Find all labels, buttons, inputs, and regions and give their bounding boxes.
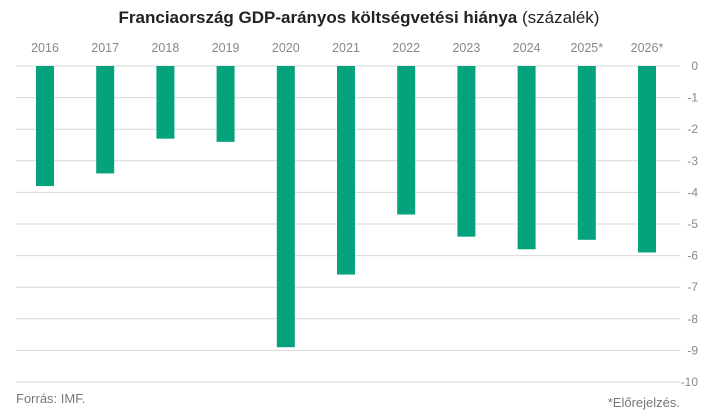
bar-2022: [397, 66, 416, 215]
y-tick-label: -8: [687, 312, 698, 326]
y-tick-label: -5: [687, 217, 698, 231]
x-tick-label: 2019: [212, 41, 240, 55]
x-tick-label: 2016: [31, 41, 59, 55]
chart-title-main: Franciaország GDP-arányos költségvetési …: [118, 8, 518, 27]
bar-2020: [276, 66, 295, 348]
chart-title-unit: (százalék): [521, 8, 600, 27]
bar-2021: [337, 66, 355, 275]
y-tick-label: -7: [687, 280, 698, 294]
x-tick-label: 2025*: [570, 41, 603, 55]
x-tick-label: 2022: [392, 41, 420, 55]
y-tick-label: -4: [687, 185, 698, 199]
x-tick-label: 2024: [513, 41, 541, 55]
bar-2025-forecast: [577, 66, 596, 240]
x-tick-label: 2023: [452, 41, 480, 55]
x-tick-label: 2026*: [631, 41, 664, 55]
bar-2024: [517, 66, 536, 250]
bar-2018: [156, 66, 175, 139]
bar-2026-forecast: [638, 66, 656, 253]
y-tick-label: -6: [687, 249, 698, 263]
y-tick-label: -10: [681, 375, 699, 389]
x-tick-label: 2018: [151, 41, 179, 55]
x-tick-label: 2020: [272, 41, 300, 55]
y-tick-label: -1: [687, 91, 698, 105]
bar-2017: [96, 66, 115, 174]
forecast-note: *Előrejelzés.: [607, 395, 680, 410]
y-tick-label: -2: [687, 122, 698, 136]
y-tick-label: 0: [691, 59, 698, 73]
x-tick-label: 2021: [332, 41, 360, 55]
y-tick-label: -3: [687, 154, 698, 168]
chart-title: Franciaország GDP-arányos költségvetési …: [0, 8, 718, 28]
bar-2016: [36, 66, 54, 187]
bar-2019: [216, 66, 235, 142]
bar-2023: [457, 66, 476, 237]
y-tick-label: -9: [687, 343, 698, 357]
x-tick-label: 2017: [91, 41, 119, 55]
source-note: Forrás: IMF.: [16, 391, 86, 406]
